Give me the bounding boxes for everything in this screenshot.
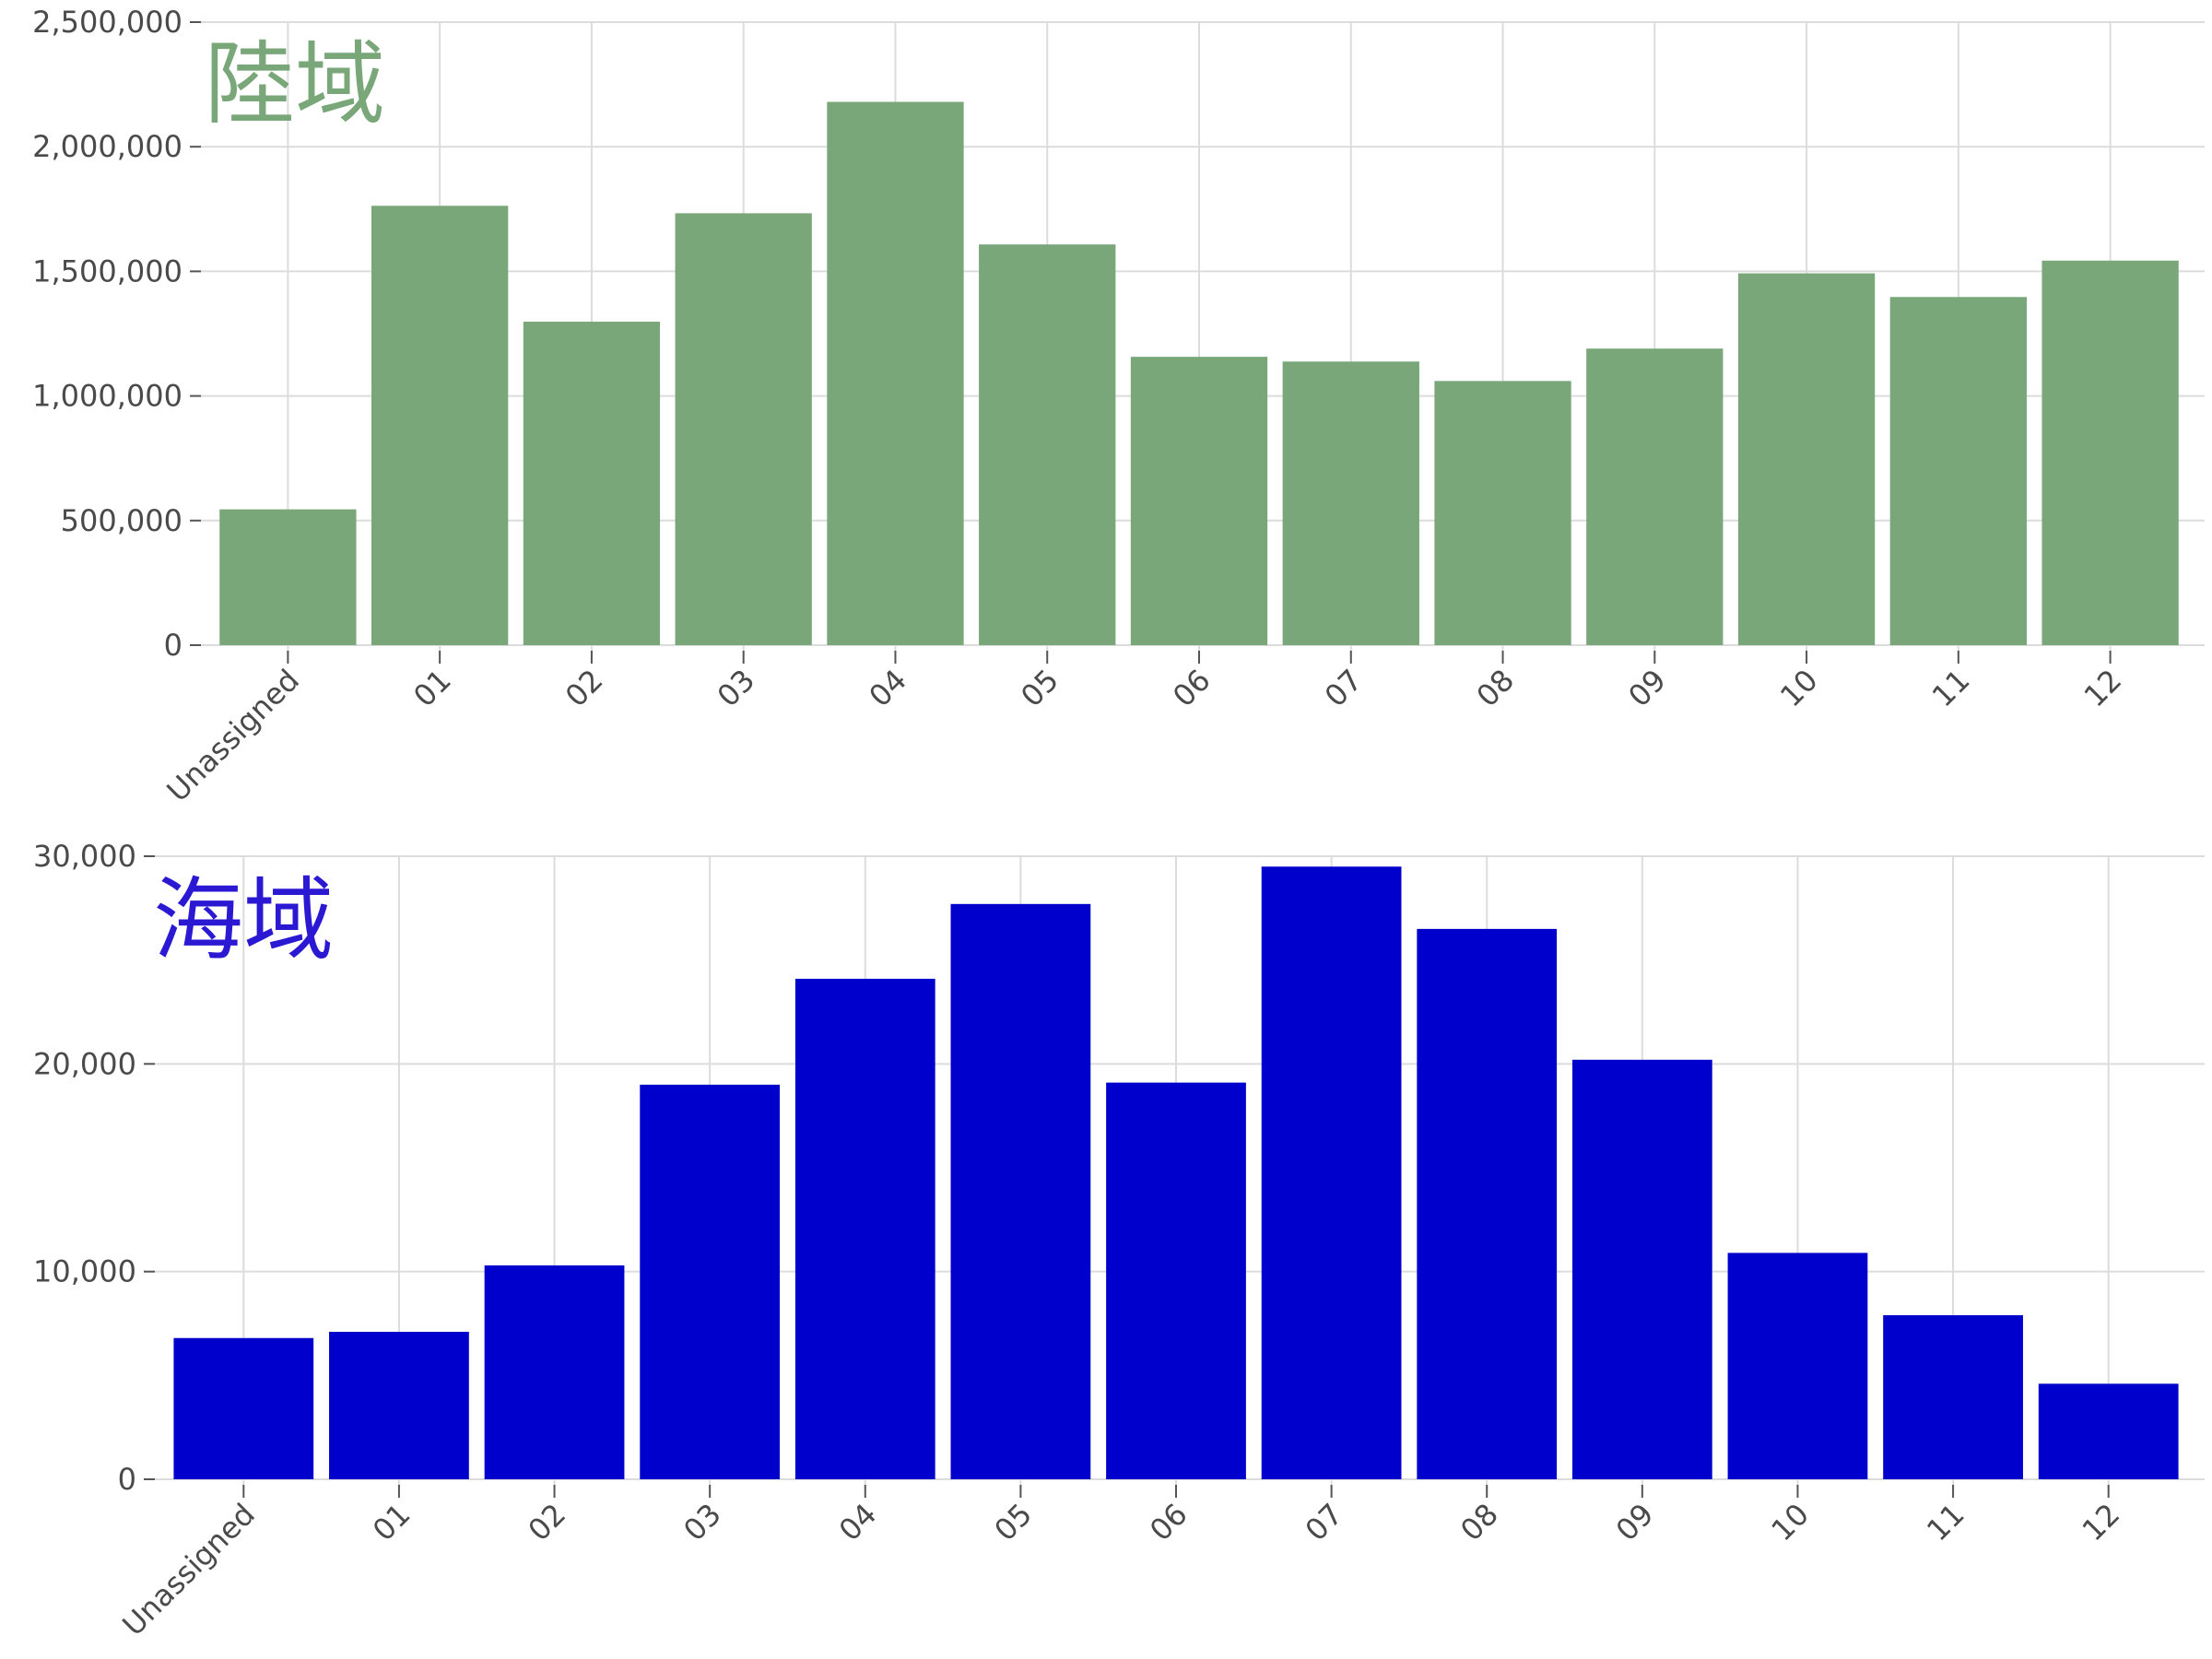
bar-09 (1571, 1059, 1712, 1479)
y-tick-label: 2,000,000 (32, 129, 182, 164)
bar-03 (640, 1084, 781, 1479)
bar-11 (1883, 1314, 2023, 1479)
bar-09 (1586, 348, 1724, 645)
bar-06 (1130, 357, 1268, 645)
bar-unassigned (219, 509, 357, 645)
y-tick-label: 500,000 (61, 503, 182, 538)
bar-04 (827, 101, 964, 645)
x-tick-label: 02 (522, 1497, 573, 1548)
x-tick-label: 03 (677, 1497, 728, 1548)
y-tick-label: 1,500,000 (32, 253, 182, 288)
x-tick-label: Unassigned (115, 1497, 261, 1642)
y-tick-label: 20,000 (33, 1046, 136, 1081)
bar-04 (794, 978, 935, 1479)
bar-01 (329, 1332, 469, 1479)
x-tick-label: Unassigned (160, 663, 306, 808)
x-tick-label: 01 (406, 663, 458, 714)
bar-12 (2038, 1383, 2179, 1479)
y-tick-label: 30,000 (33, 839, 136, 874)
bar-unassigned (173, 1337, 314, 1479)
x-tick-label: 11 (1920, 1497, 1971, 1548)
x-tick-label: 07 (1299, 1497, 1350, 1548)
x-tick-label: 02 (559, 663, 610, 714)
x-tick-label: 04 (832, 1497, 884, 1548)
x-tick-label: 06 (1143, 1497, 1194, 1548)
bar-07 (1261, 866, 1402, 1479)
bar-10 (1727, 1253, 1868, 1479)
x-tick-label: 10 (1764, 1497, 1816, 1548)
bar-06 (1106, 1082, 1246, 1479)
x-tick-label: 05 (1014, 663, 1065, 714)
x-tick-label: 08 (1470, 663, 1522, 714)
y-tick-label: 0 (118, 1462, 136, 1497)
bar-05 (950, 903, 1091, 1479)
chart-title-land: 陸域 (205, 32, 385, 137)
x-tick-label: 12 (2077, 663, 2129, 714)
x-tick-label: 11 (1925, 663, 1977, 714)
bar-08 (1417, 928, 1558, 1479)
y-tick-label: 1,000,000 (32, 379, 182, 414)
chart-panel-sea: 0 10,000 20,000 30,000 Unassigned 01 02 03 04 05 0… (33, 839, 2205, 1642)
y-tick-label: 2,500,000 (32, 5, 182, 40)
x-tick-label: 10 (1773, 663, 1825, 714)
x-tick-label: 04 (862, 663, 913, 714)
x-tick-label: 12 (2076, 1497, 2127, 1548)
bar-08 (1434, 381, 1571, 645)
y-tick-label: 0 (164, 628, 182, 663)
x-tick-label: 01 (366, 1497, 418, 1548)
x-tick-label: 06 (1166, 663, 1218, 714)
chart-panel-land: 0 500,000 1,000,000 1,500,000 2,000,000 2,500… (32, 5, 2205, 808)
bar-10 (1737, 273, 1876, 645)
x-tick-label: 07 (1318, 663, 1370, 714)
bar-12 (2041, 260, 2179, 645)
bar-03 (675, 213, 812, 646)
bar-01 (371, 206, 509, 646)
x-tick-label: 03 (711, 663, 762, 714)
bar-07 (1282, 361, 1419, 645)
x-tick-label: 09 (1621, 663, 1673, 714)
y-tick-label: 10,000 (33, 1254, 136, 1289)
bar-11 (1889, 297, 2027, 645)
x-tick-label: 09 (1609, 1497, 1661, 1548)
bar-02 (484, 1265, 625, 1479)
x-tick-label: 05 (987, 1497, 1039, 1548)
bar-02 (523, 322, 661, 645)
chart-title-sea: 海域 (153, 868, 334, 973)
x-tick-label: 08 (1453, 1497, 1505, 1548)
bar-05 (979, 244, 1116, 645)
